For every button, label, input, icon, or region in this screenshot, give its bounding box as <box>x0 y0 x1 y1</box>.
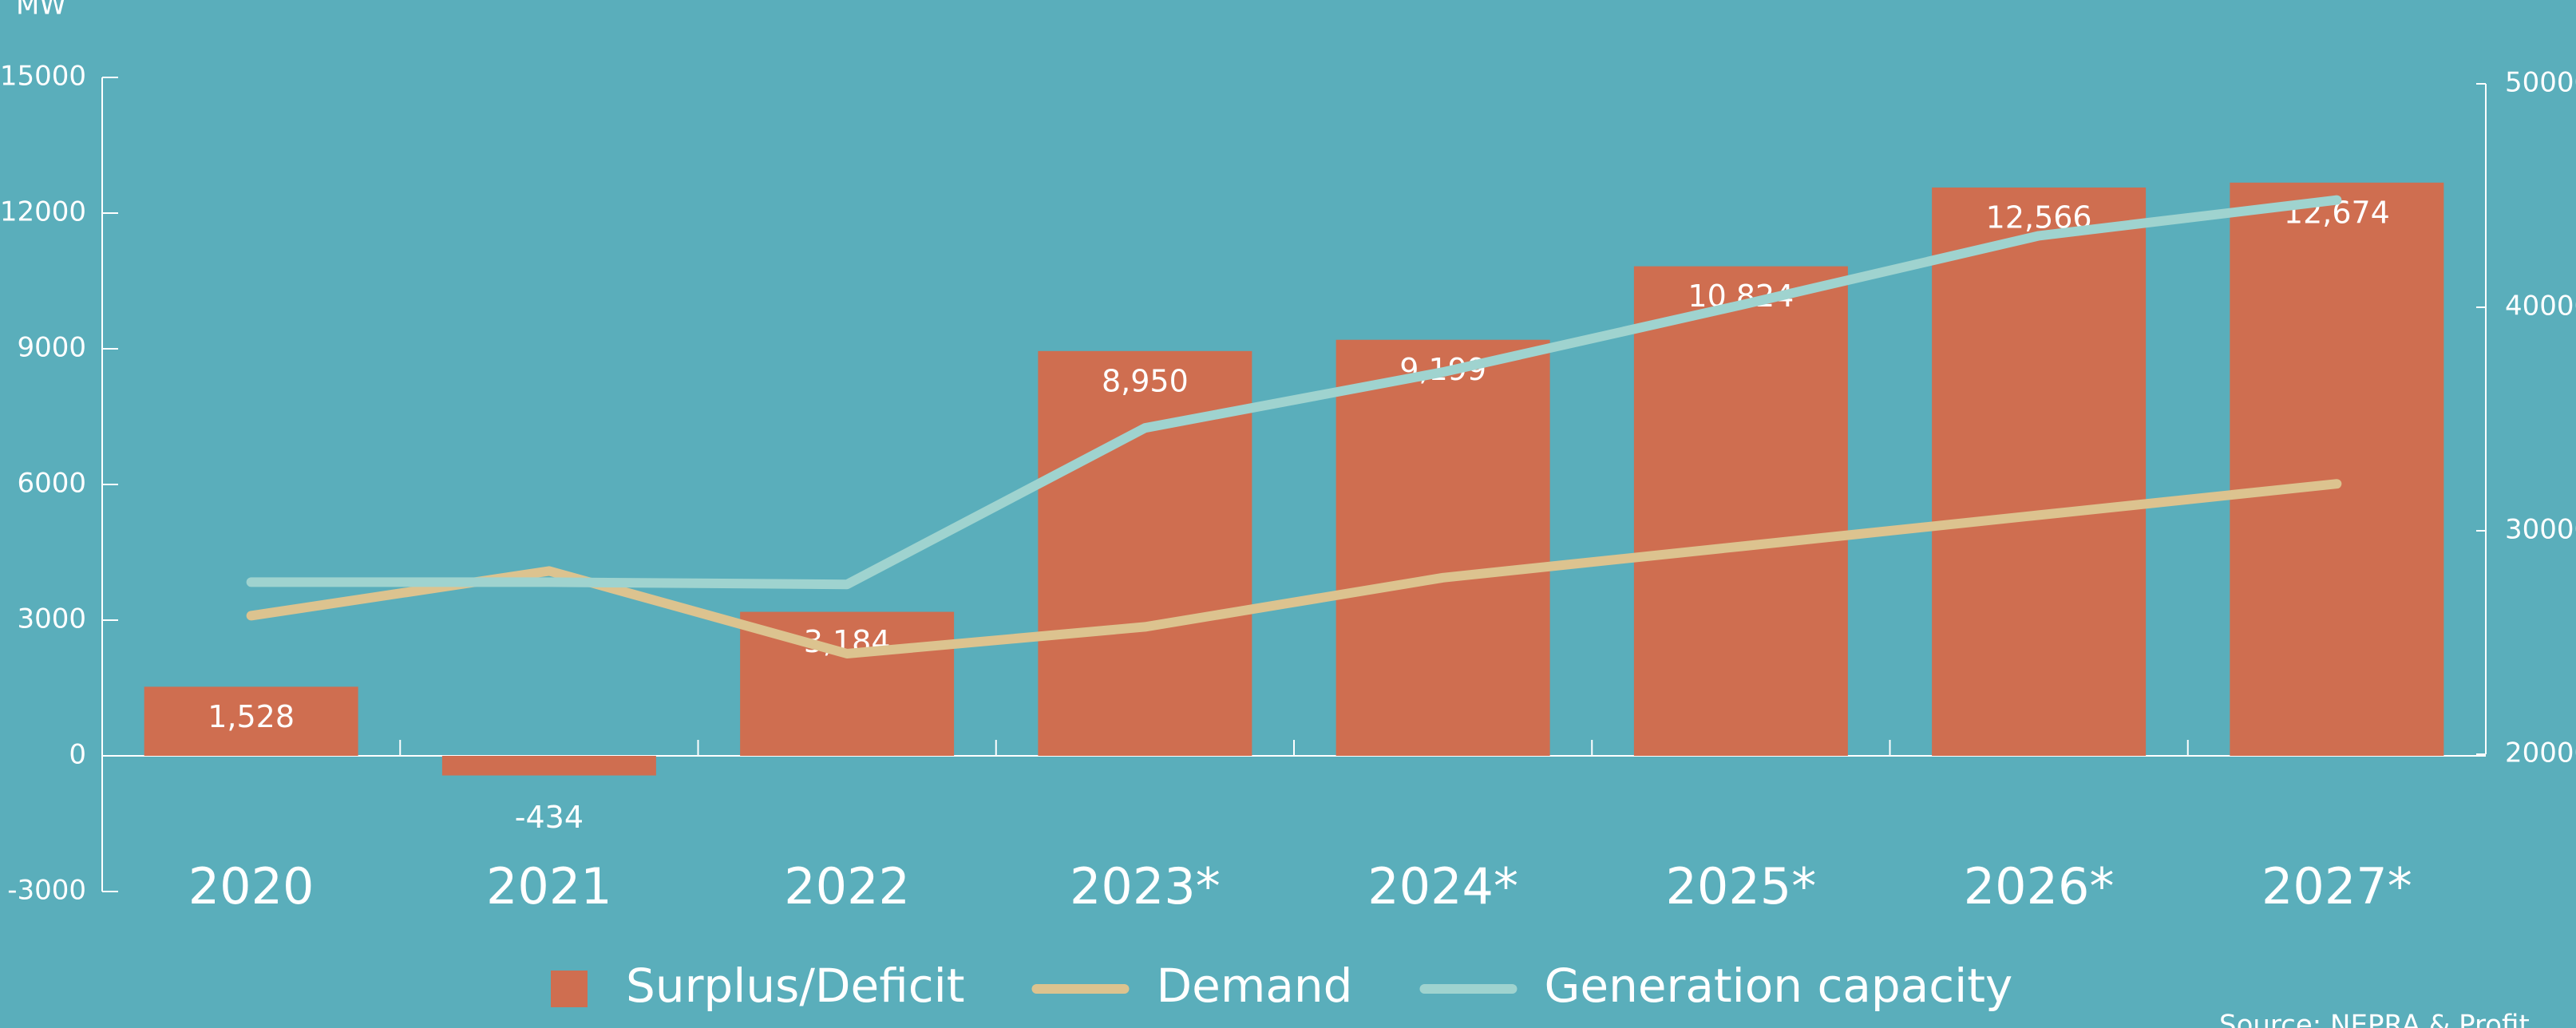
line <box>246 195 2342 590</box>
bar <box>2230 182 2444 757</box>
y-tick-label: 0 <box>69 739 86 771</box>
legend-label: Generation capacity <box>1544 959 2012 1013</box>
data-label: 1,528 <box>208 699 295 734</box>
x-tick-label: 2024* <box>1367 857 1518 915</box>
x-tick-label: 2027* <box>2261 857 2412 915</box>
y-axis-label: MW <box>16 0 66 22</box>
y-tick-label: -3000 <box>7 875 86 907</box>
x-tick-label: 2023* <box>1070 857 1221 915</box>
y2-tick-label: 50000 <box>2505 67 2576 99</box>
y2-tick-label: 20000 <box>2505 737 2576 769</box>
data-label: 8,950 <box>1102 363 1189 398</box>
x-tick-label: 2022 <box>784 857 910 915</box>
legend-swatch <box>551 971 588 1007</box>
x-tick-label: 2025* <box>1665 857 1816 915</box>
bar <box>144 686 358 756</box>
x-tick-label: 2026* <box>1964 857 2115 915</box>
source: Source: NEPRA & Profit <box>2219 1010 2530 1028</box>
y-tick-label: 9000 <box>17 332 86 364</box>
y-tick-label: 6000 <box>17 468 86 500</box>
bar <box>441 756 656 776</box>
y2-tick-label: 40000 <box>2505 291 2576 322</box>
data-label: -434 <box>515 800 584 835</box>
legend-label: Surplus/Deficit <box>626 959 965 1013</box>
bar <box>1335 339 1550 756</box>
x-tick-label: 2020 <box>188 857 315 915</box>
bar <box>1633 266 1848 756</box>
y-tick-label: 15000 <box>0 61 86 93</box>
y-tick-label: 12000 <box>0 196 86 228</box>
bar <box>1932 187 2147 757</box>
y-tick-label: 3000 <box>17 603 86 635</box>
legend-label: Demand <box>1157 959 1353 1013</box>
x-tick-label: 2021 <box>486 857 612 915</box>
